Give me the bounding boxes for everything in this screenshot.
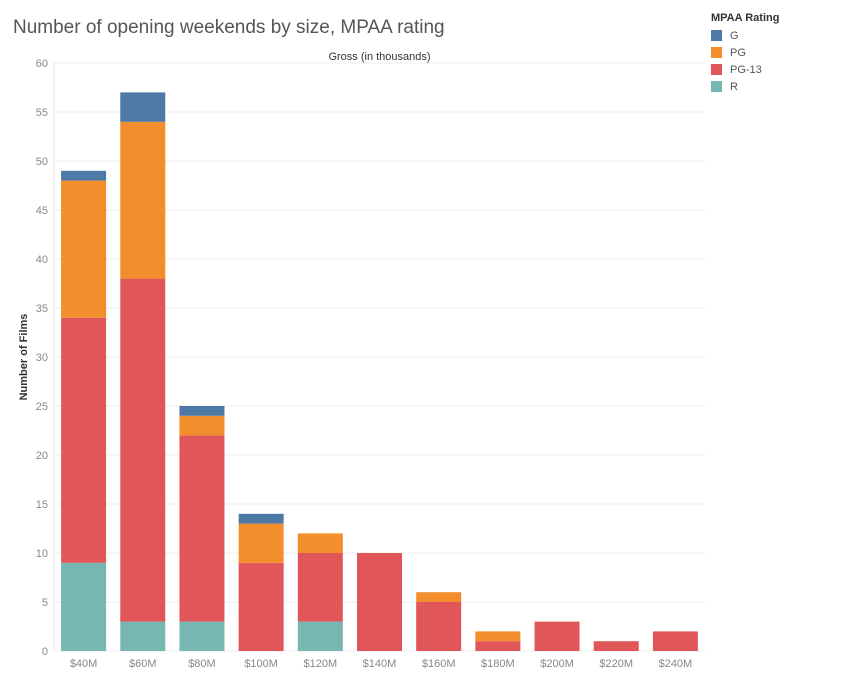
bar-segment	[238, 523, 284, 563]
bar-segment	[475, 631, 521, 642]
y-tick-label: 35	[36, 303, 48, 315]
y-tick-label: 45	[36, 205, 48, 217]
legend: MPAA Rating G PG PG-13 R	[711, 12, 779, 95]
column-header: Gross (in thousands)	[328, 51, 430, 63]
bar-segment	[179, 415, 225, 436]
y-tick-label: 25	[36, 401, 48, 413]
bars	[61, 92, 698, 651]
y-tick-label: 50	[36, 156, 48, 168]
x-tick-label: $180M	[481, 658, 515, 670]
bar-segment	[238, 513, 284, 524]
bar-segment	[61, 180, 107, 318]
x-tick-label: $240M	[659, 658, 693, 670]
bar-segment	[120, 621, 166, 651]
bar-segment	[179, 435, 225, 622]
y-tick-label: 5	[42, 597, 48, 609]
bar-segment	[61, 562, 107, 651]
x-tick-label: $80M	[188, 658, 216, 670]
legend-item[interactable]: PG	[711, 44, 779, 61]
bar-segment	[61, 170, 107, 181]
y-axis: 0 5 10 15 20 25 30 35 40 45 50 55 60	[36, 58, 48, 658]
bar-segment	[357, 553, 402, 651]
y-tick-label: 0	[42, 646, 48, 658]
legend-title: MPAA Rating	[711, 12, 780, 24]
legend-swatch	[711, 30, 722, 41]
y-tick-label: 60	[36, 58, 48, 70]
x-tick-label: $220M	[599, 658, 633, 670]
bar-segment	[179, 406, 225, 416]
legend-swatch	[711, 47, 722, 58]
y-tick-label: 20	[36, 450, 48, 462]
legend-swatch	[711, 64, 722, 75]
bar-segment	[652, 631, 698, 651]
bar-segment	[120, 92, 166, 122]
bar-segment	[297, 553, 343, 622]
bar-segment	[297, 533, 343, 553]
y-tick-label: 55	[36, 107, 48, 119]
x-tick-label: $40M	[70, 658, 98, 670]
legend-label: PG-13	[730, 63, 762, 76]
legend-item[interactable]: R	[711, 78, 779, 95]
legend-items: G PG PG-13 R	[711, 27, 779, 95]
bar-segment	[475, 641, 521, 651]
legend-label: G	[730, 29, 739, 42]
bar-segment	[120, 121, 166, 279]
x-tick-label: $200M	[540, 658, 574, 670]
x-tick-label: $60M	[129, 658, 157, 670]
bar-segment	[534, 621, 580, 651]
bar-segment	[593, 641, 639, 651]
y-tick-label: 15	[36, 499, 48, 511]
chart-title: Number of opening weekends by size, MPAA…	[13, 17, 445, 38]
bar-segment	[179, 621, 225, 651]
x-tick-label: $100M	[244, 658, 278, 670]
x-tick-label: $160M	[422, 658, 456, 670]
y-axis-title: Number of Films	[18, 314, 30, 401]
bar-segment	[238, 562, 284, 651]
x-axis: $40M $60M $80M $100M $120M $140M $160M $180M $20…	[70, 658, 692, 670]
legend-item[interactable]: G	[711, 27, 779, 44]
y-tick-label: 10	[36, 548, 48, 560]
y-tick-label: 30	[36, 352, 48, 364]
x-tick-label: $140M	[363, 658, 397, 670]
bar-segment	[61, 317, 107, 563]
bar-segment	[120, 278, 166, 622]
x-tick-label: $120M	[303, 658, 337, 670]
bar-segment	[297, 621, 343, 651]
legend-label: R	[730, 80, 738, 93]
legend-label: PG	[730, 46, 746, 59]
bar-segment	[416, 602, 462, 651]
legend-swatch	[711, 81, 722, 92]
bar-segment	[416, 592, 462, 602]
legend-item[interactable]: PG-13	[711, 61, 779, 78]
y-tick-label: 40	[36, 254, 48, 266]
